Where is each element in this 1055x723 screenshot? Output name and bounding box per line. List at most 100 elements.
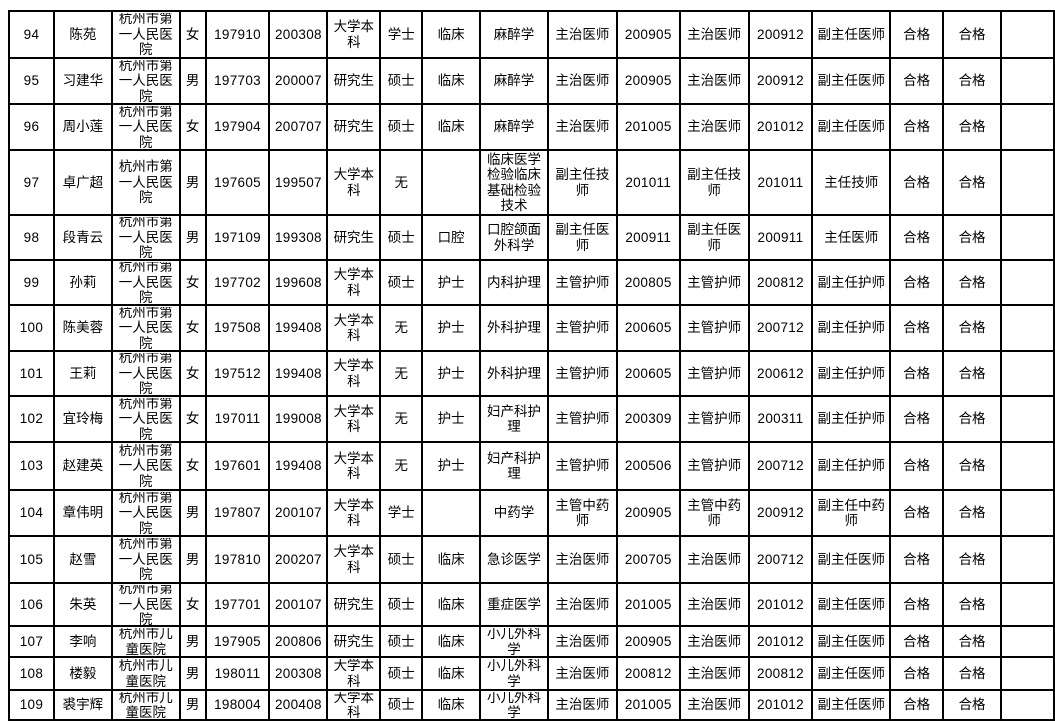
cell-birth-date: 197601 — [204, 441, 271, 491]
cell-text: 主管护师 — [687, 365, 742, 381]
cell-text: 口腔 — [437, 229, 465, 245]
cell-category: 临床 — [421, 57, 482, 105]
cell-text: 楼毅 — [69, 665, 97, 681]
cell-specialty: 重症医学 — [479, 582, 549, 627]
cell-text: 200007 — [274, 73, 322, 89]
cell-text: 主治医师 — [555, 26, 610, 42]
cell-text: 主治医师 — [687, 119, 742, 135]
cell-text: 197807 — [214, 505, 261, 521]
cell-text: 103 — [19, 458, 44, 474]
cell-title-qualified-date: 200911 — [747, 214, 814, 261]
cell-blank — [1000, 535, 1055, 584]
cell-title-next: 主任医师 — [811, 214, 892, 261]
cell-title-current: 主治医师 — [546, 103, 618, 151]
cell-education: 大学本科 — [326, 395, 382, 443]
cell-text: 合格 — [903, 274, 931, 290]
cell-title-current-date: 200805 — [615, 259, 681, 306]
cell-text: 197702 — [214, 274, 261, 290]
cell-text: 副主任护师 — [817, 320, 886, 336]
cell-text: 主治医师 — [687, 73, 742, 89]
cell-text: 大学本科 — [333, 691, 375, 719]
cell-category — [421, 149, 482, 216]
cell-exam-result: 合格 — [889, 489, 945, 537]
cell-start-date: 199008 — [268, 395, 329, 443]
cell-text: 小儿外科学 — [487, 691, 542, 719]
cell-text: 硕士 — [387, 697, 415, 713]
cell-text: 杭州市第一人民医院 — [118, 352, 173, 395]
cell-specialty: 临床医学检验临床基础检验技术 — [479, 149, 549, 216]
cell-blank — [1000, 149, 1055, 216]
cell-start-date: 199408 — [268, 350, 329, 397]
cell-name: 章伟明 — [52, 489, 113, 537]
cell-text: 护士 — [437, 320, 465, 336]
cell-text: 197605 — [214, 174, 261, 190]
cell-exam-result: 合格 — [889, 395, 945, 443]
cell-title-next: 副主任护师 — [811, 304, 892, 352]
cell-gender: 女 — [178, 395, 207, 443]
cell-text — [1003, 585, 1052, 624]
cell-text: 大学本科 — [333, 544, 375, 575]
cell-text: 200309 — [624, 411, 672, 427]
cell-text: 197703 — [214, 73, 261, 89]
cell-education: 大学本科 — [326, 656, 382, 691]
cell-text: 102 — [19, 411, 44, 427]
cell-text: 李响 — [69, 633, 97, 649]
cell-text: 硕士 — [387, 229, 415, 245]
cell-name: 王莉 — [52, 350, 113, 397]
cell-assess-result: 合格 — [942, 57, 1003, 105]
cell-unit: 杭州市第一人民医院 — [110, 582, 181, 627]
cell-text: 合格 — [958, 229, 986, 245]
cell-no: 94 — [8, 10, 55, 59]
cell-no: 97 — [8, 149, 55, 216]
cell-birth-date: 197605 — [204, 149, 271, 216]
cell-unit: 杭州市第一人民医院 — [110, 395, 181, 443]
cell-title-current-date: 201011 — [615, 149, 681, 216]
cell-text: 主任医师 — [824, 229, 879, 245]
cell-text: 小儿外科学 — [487, 658, 542, 689]
table-row: 102 宜玲梅 杭州市第一人民医院女 197011 199008 大学本科 无 护士 妇产科护理… — [8, 395, 1055, 443]
cell-title-next: 副主任医师 — [811, 535, 892, 584]
cell-text: 主管护师 — [555, 411, 610, 427]
cell-text: 主治医师 — [687, 697, 742, 713]
cell-text: 硕士 — [387, 551, 415, 567]
cell-unit: 杭州市第一人民医院 — [110, 350, 181, 397]
cell-text: 200905 — [624, 26, 672, 42]
table-row: 105 赵雪 杭州市第一人民医院男 197810 200207 大学本科 硕士 临床 急诊医学主… — [8, 535, 1055, 584]
cell-title-qualified: 主治医师 — [678, 582, 750, 627]
cell-title-current-date: 201005 — [615, 103, 681, 151]
cell-category: 临床 — [421, 582, 482, 627]
cell-text: 临床 — [437, 596, 465, 612]
cell-degree: 无 — [379, 149, 424, 216]
cell-text: 大学本科 — [333, 658, 375, 689]
cell-text: 200107 — [274, 596, 322, 612]
cell-specialty: 麻醉学 — [479, 103, 549, 151]
cell-text: 108 — [19, 665, 44, 681]
table-row: 95 习建华 杭州市第一人民医院男 197703 200007 研究生 硕士 临床 麻醉学 主治医… — [8, 57, 1055, 105]
cell-gender: 女 — [178, 582, 207, 627]
cell-education: 大学本科 — [326, 10, 382, 59]
cell-text: 大学本科 — [333, 167, 375, 198]
cell-text — [1003, 692, 1052, 718]
cell-text: 主管护师 — [687, 411, 742, 427]
cell-title-qualified-date: 200912 — [747, 57, 814, 105]
cell-text: 合格 — [958, 320, 986, 336]
cell-unit: 杭州市第一人民医院 — [110, 535, 181, 584]
cell-text: 主管护师 — [687, 274, 742, 290]
cell-text — [1003, 398, 1052, 440]
cell-degree: 硕士 — [379, 656, 424, 691]
cell-text: 大学本科 — [333, 450, 375, 482]
cell-text: 199408 — [274, 320, 322, 336]
cell-title-current-date: 200905 — [615, 489, 681, 537]
table-row: 106 朱英 杭州市第一人民医院女 197701 200107 研究生 硕士 临床 重症医学 主治… — [8, 582, 1055, 627]
cell-text: 199308 — [274, 229, 322, 245]
cell-text: 急诊医学 — [487, 551, 542, 567]
cell-exam-result: 合格 — [889, 103, 945, 151]
cell-text: 大学本科 — [333, 312, 375, 344]
cell-text: 周小莲 — [62, 119, 104, 135]
cell-start-date: 199308 — [268, 214, 329, 261]
cell-birth-date: 197512 — [204, 350, 271, 397]
cell-name: 李响 — [52, 625, 113, 658]
cell-assess-result: 合格 — [942, 10, 1003, 59]
cell-gender: 女 — [178, 304, 207, 352]
